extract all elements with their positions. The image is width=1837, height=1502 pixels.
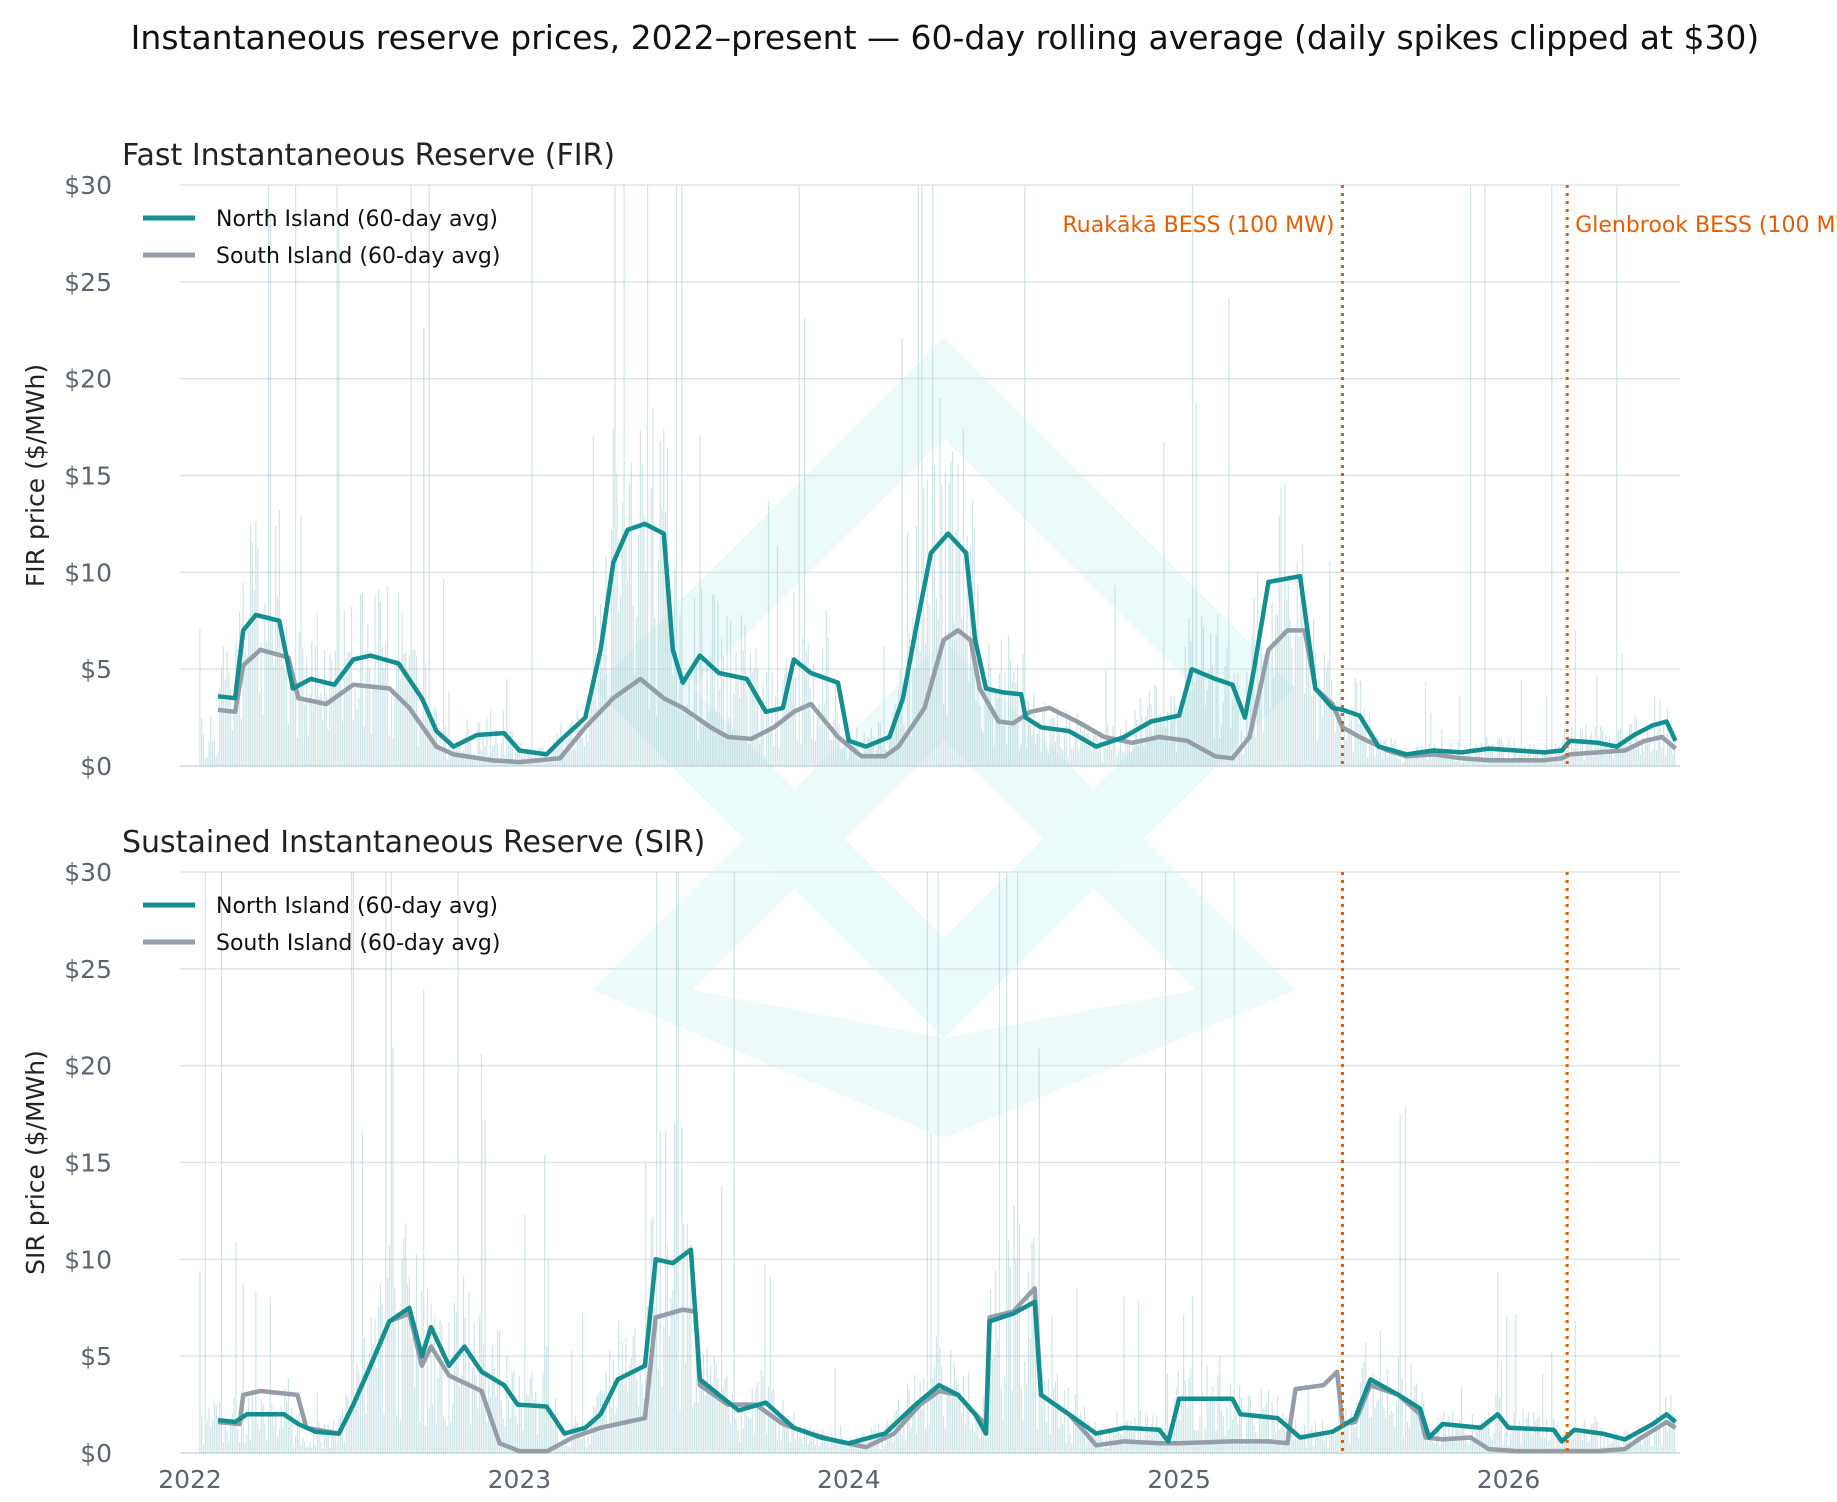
y-axis-label: SIR price ($/MWh) bbox=[21, 1050, 50, 1275]
y-tick-label: $25 bbox=[64, 955, 112, 984]
x-tick-label: 2023 bbox=[488, 1465, 552, 1494]
y-tick-label: $25 bbox=[64, 268, 112, 297]
panel-title: Sustained Instantaneous Reserve (SIR) bbox=[122, 825, 705, 860]
legend-label: South Island (60-day avg) bbox=[216, 244, 500, 269]
legend-label: South Island (60-day avg) bbox=[216, 931, 500, 956]
panel-title: Fast Instantaneous Reserve (FIR) bbox=[122, 138, 615, 173]
y-tick-label: $0 bbox=[80, 752, 112, 781]
daily-price-spikes bbox=[199, 872, 1676, 1453]
y-tick-label: $20 bbox=[64, 365, 112, 394]
y-tick-label: $0 bbox=[80, 1439, 112, 1468]
x-tick-label: 2026 bbox=[1477, 1465, 1541, 1494]
chart-title: Instantaneous reserve prices, 2022–prese… bbox=[131, 18, 1760, 57]
y-tick-label: $30 bbox=[64, 858, 112, 887]
x-tick-label: 2024 bbox=[817, 1465, 881, 1494]
legend-label: North Island (60-day avg) bbox=[216, 894, 498, 919]
annotation-label: Glenbrook BESS (100 MW) bbox=[1575, 213, 1837, 238]
sir-panel: Sustained Instantaneous Reserve (SIR) $0 $… bbox=[21, 825, 1680, 1468]
y-tick-label: $15 bbox=[64, 462, 112, 491]
north-island-series-line bbox=[217, 1247, 1677, 1446]
fir-panel: Fast Instantaneous Reserve (FIR) $0 $5 $10 $… bbox=[21, 138, 1837, 781]
legend: North Island (60-day avg) South Island (6… bbox=[143, 207, 500, 269]
legend-label: North Island (60-day avg) bbox=[216, 207, 498, 232]
y-tick-label: $15 bbox=[64, 1149, 112, 1178]
y-tick-label: $10 bbox=[64, 1245, 112, 1274]
north-island-series-line bbox=[217, 521, 1678, 757]
legend: North Island (60-day avg) South Island (6… bbox=[143, 894, 500, 956]
x-tick-label: 2022 bbox=[158, 1465, 222, 1494]
y-tick-label: $5 bbox=[80, 655, 112, 684]
x-tick-label: 2025 bbox=[1147, 1465, 1211, 1494]
y-axis-label: FIR price ($/MWh) bbox=[21, 364, 50, 587]
annotation-label: Ruakākā BESS (100 MW) bbox=[1063, 213, 1335, 238]
south-island-series-line bbox=[217, 628, 1677, 765]
daily-spike-lines bbox=[199, 872, 1676, 1453]
y-tick-label: $10 bbox=[64, 558, 112, 587]
y-tick-label: $5 bbox=[80, 1342, 112, 1371]
y-tick-label: $30 bbox=[64, 171, 112, 200]
x-axis: 2022 2023 2024 2025 2026 bbox=[158, 1465, 1540, 1494]
y-tick-label: $20 bbox=[64, 1052, 112, 1081]
